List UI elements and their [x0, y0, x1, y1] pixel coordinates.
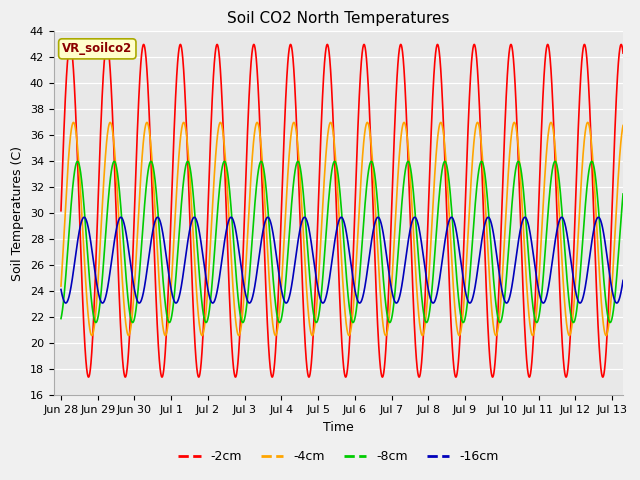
X-axis label: Time: Time [323, 420, 354, 433]
Title: Soil CO2 North Temperatures: Soil CO2 North Temperatures [227, 11, 449, 26]
Y-axis label: Soil Temperatures (C): Soil Temperatures (C) [11, 146, 24, 281]
Legend: -2cm, -4cm, -8cm, -16cm: -2cm, -4cm, -8cm, -16cm [173, 445, 504, 468]
Text: VR_soilco2: VR_soilco2 [62, 42, 132, 55]
